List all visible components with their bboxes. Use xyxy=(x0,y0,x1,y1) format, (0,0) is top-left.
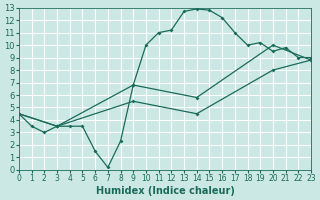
X-axis label: Humidex (Indice chaleur): Humidex (Indice chaleur) xyxy=(96,186,235,196)
